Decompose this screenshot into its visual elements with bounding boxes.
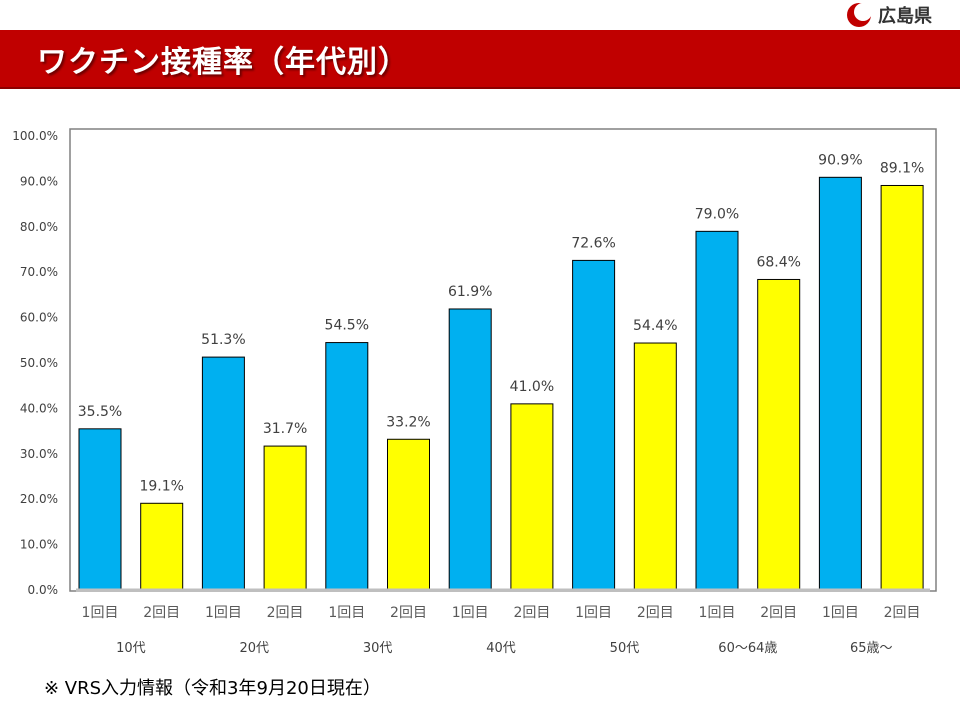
bar xyxy=(633,342,677,591)
bar-dose-label: 2回目 xyxy=(637,605,674,621)
bar xyxy=(325,342,369,591)
y-tick-label: 70.0% xyxy=(20,265,58,279)
page-title: ワクチン接種率（年代別） xyxy=(37,44,409,80)
data-label: 54.5% xyxy=(325,318,369,334)
bar xyxy=(818,176,862,591)
value-labels: 35.5% 19.1% 51.3% 31.7% 54.5% 33.2% 61.9% 41.0%… xyxy=(78,152,925,494)
bar xyxy=(263,445,307,591)
age-group-label: 30代 xyxy=(363,641,393,656)
data-label: 61.9% xyxy=(448,284,492,300)
age-group-label: 60〜64歳 xyxy=(718,641,777,656)
y-tick-label: 80.0% xyxy=(20,220,58,234)
age-group-label: 20代 xyxy=(239,641,269,656)
y-tick-label: 40.0% xyxy=(20,401,58,415)
bars xyxy=(78,176,924,591)
y-tick-label: 60.0% xyxy=(20,311,58,325)
bar xyxy=(448,308,492,591)
y-tick-label: 90.0% xyxy=(20,174,58,188)
vaccination-rate-chart: 0.0% 10.0% 20.0% 30.0% 40.0% 50.0% 60.0% 70.0% 8… xyxy=(12,128,937,656)
y-tick-label: 0.0% xyxy=(28,583,59,597)
y-tick-label: 10.0% xyxy=(20,538,58,552)
y-tick-label: 20.0% xyxy=(20,492,58,506)
age-group-label: 65歳〜 xyxy=(850,641,893,656)
bar xyxy=(78,428,122,591)
y-tick-label: 30.0% xyxy=(20,447,58,461)
bar-dose-label: 1回目 xyxy=(82,605,119,621)
y-tick-label: 100.0% xyxy=(12,129,58,143)
data-label: 79.0% xyxy=(695,206,739,222)
age-group-label: 50代 xyxy=(610,641,640,656)
data-label: 19.1% xyxy=(139,478,183,494)
logo-text: 広島県 xyxy=(878,6,932,27)
title-bar: ワクチン接種率（年代別） xyxy=(0,30,960,89)
data-label: 51.3% xyxy=(201,332,245,348)
bar-dose-label: 2回目 xyxy=(267,605,304,621)
data-label: 90.9% xyxy=(818,152,862,168)
x-axis-labels: 1回目 2回目 10代 1回目 2回目 20代 1回目 2回目 30代 1回目 2回目 40代 1回目 2… xyxy=(82,605,921,656)
bar-dose-label: 2回目 xyxy=(143,605,180,621)
y-tick-label: 50.0% xyxy=(20,356,58,370)
bar xyxy=(695,230,739,591)
bar-dose-label: 2回目 xyxy=(760,605,797,621)
bar xyxy=(510,403,554,591)
data-label: 68.4% xyxy=(756,254,800,270)
bar-dose-label: 1回目 xyxy=(575,605,612,621)
y-axis-ticks: 0.0% 10.0% 20.0% 30.0% 40.0% 50.0% 60.0% 70.0% 8… xyxy=(12,129,58,597)
bar-dose-label: 2回目 xyxy=(390,605,427,621)
bar-dose-label: 1回目 xyxy=(205,605,242,621)
bar-dose-label: 1回目 xyxy=(699,605,736,621)
bar xyxy=(572,259,616,591)
plot-frame xyxy=(69,128,937,592)
bar xyxy=(140,502,184,591)
data-label: 35.5% xyxy=(78,404,122,420)
prefecture-logo: 広島県 xyxy=(846,0,932,30)
age-group-label: 40代 xyxy=(486,641,516,656)
prefecture-logo-icon xyxy=(847,3,872,27)
bar xyxy=(757,278,801,591)
data-label: 72.6% xyxy=(571,235,615,251)
bar xyxy=(201,356,245,591)
data-label: 89.1% xyxy=(880,160,924,176)
bar-dose-label: 2回目 xyxy=(884,605,921,621)
data-label: 31.7% xyxy=(263,421,307,437)
bar-dose-label: 1回目 xyxy=(452,605,489,621)
bar-dose-label: 2回目 xyxy=(513,605,550,621)
bar-dose-label: 1回目 xyxy=(328,605,365,621)
data-label: 54.4% xyxy=(633,318,677,334)
data-label: 33.2% xyxy=(386,414,430,430)
data-label: 41.0% xyxy=(510,379,554,395)
bar xyxy=(880,184,924,591)
footnote: ※ VRS入力情報（令和3年9月20日現在） xyxy=(44,678,381,699)
bar xyxy=(387,438,430,591)
age-group-label: 10代 xyxy=(116,641,146,656)
bar-dose-label: 1回目 xyxy=(822,605,859,621)
